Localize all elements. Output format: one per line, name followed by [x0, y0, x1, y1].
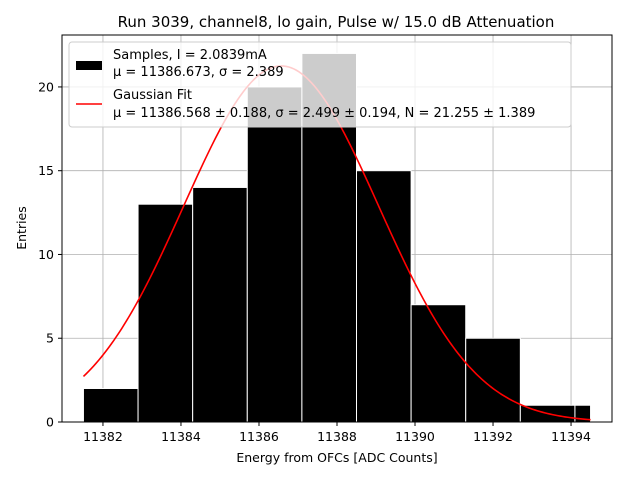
x-tick-label: 11390: [395, 429, 435, 444]
histogram-bar: [246, 86, 303, 423]
x-axis-ticks: 11382 11384 11386 11388 11390 11392 11394: [83, 422, 591, 444]
histogram-bar: [465, 337, 521, 423]
y-tick-label: 0: [46, 415, 54, 430]
legend-samples-sublabel: μ = 11386.673, σ = 2.389: [113, 65, 284, 80]
y-tick-label: 15: [38, 163, 54, 178]
y-axis-ticks: 0 5 10 15 20: [38, 79, 62, 430]
histogram-bar: [410, 304, 467, 423]
y-axis-label: Entries: [14, 206, 29, 250]
histogram-bar: [82, 387, 139, 423]
histogram-bar: [356, 170, 412, 423]
legend-fit-label: Gaussian Fit: [113, 88, 192, 103]
legend-box: [68, 41, 572, 128]
x-tick-label: 11382: [83, 429, 123, 444]
chart-title: Run 3039, channel8, lo gain, Pulse w/ 15…: [118, 13, 555, 31]
x-tick-label: 11394: [551, 429, 591, 444]
x-axis-label: Energy from OFCs [ADC Counts]: [236, 450, 437, 465]
y-tick-label: 20: [38, 79, 54, 94]
histogram-bar: [137, 203, 194, 423]
x-tick-label: 11386: [239, 429, 279, 444]
x-tick-label: 11388: [317, 429, 357, 444]
x-tick-label: 11392: [473, 429, 513, 444]
y-tick-label: 10: [38, 247, 54, 262]
legend-samples-swatch: [76, 61, 102, 70]
y-tick-label: 5: [46, 331, 54, 346]
bars: [82, 52, 592, 423]
x-tick-label: 11384: [161, 429, 201, 444]
legend-fit-sublabel: μ = 11386.568 ± 0.188, σ = 2.499 ± 0.194…: [113, 106, 535, 121]
histogram-bar: [192, 186, 248, 423]
legend: Samples, I = 2.0839mA μ = 11386.673, σ =…: [68, 41, 572, 128]
legend-samples-label: Samples, I = 2.0839mA: [113, 48, 267, 63]
